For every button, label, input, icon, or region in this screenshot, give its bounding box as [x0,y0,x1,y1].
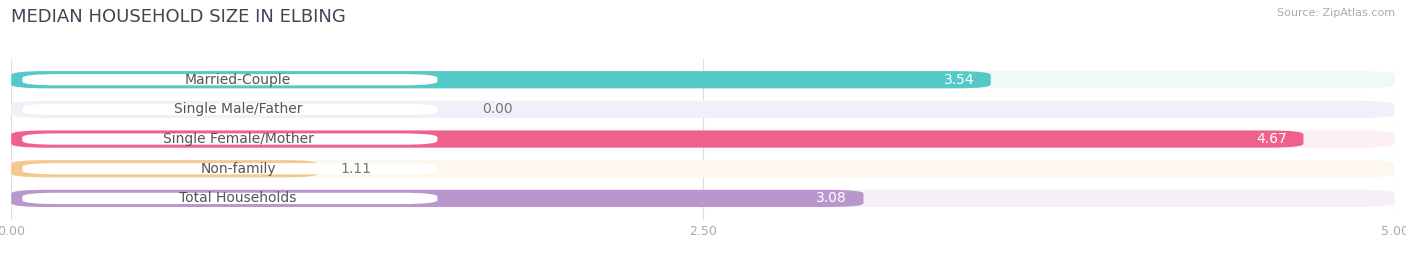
FancyBboxPatch shape [11,101,1395,118]
FancyBboxPatch shape [11,160,318,177]
Text: 3.08: 3.08 [815,191,846,205]
FancyBboxPatch shape [11,190,1395,207]
FancyBboxPatch shape [11,131,1303,148]
FancyBboxPatch shape [22,193,437,204]
FancyBboxPatch shape [22,133,437,145]
FancyBboxPatch shape [11,71,1395,88]
FancyBboxPatch shape [22,74,437,85]
Text: Source: ZipAtlas.com: Source: ZipAtlas.com [1277,8,1395,18]
Text: Married-Couple: Married-Couple [186,73,291,87]
Text: MEDIAN HOUSEHOLD SIZE IN ELBING: MEDIAN HOUSEHOLD SIZE IN ELBING [11,8,346,26]
Text: 1.11: 1.11 [340,162,371,176]
Text: Single Female/Mother: Single Female/Mother [163,132,314,146]
Text: Total Households: Total Households [180,191,297,205]
Text: 3.54: 3.54 [943,73,974,87]
FancyBboxPatch shape [11,160,1395,177]
FancyBboxPatch shape [11,190,863,207]
Text: Non-family: Non-family [200,162,276,176]
Text: Single Male/Father: Single Male/Father [174,102,302,116]
FancyBboxPatch shape [11,71,991,88]
Text: 0.00: 0.00 [482,102,512,116]
Text: 4.67: 4.67 [1256,132,1286,146]
FancyBboxPatch shape [11,131,1395,148]
FancyBboxPatch shape [22,163,437,174]
FancyBboxPatch shape [22,104,437,115]
